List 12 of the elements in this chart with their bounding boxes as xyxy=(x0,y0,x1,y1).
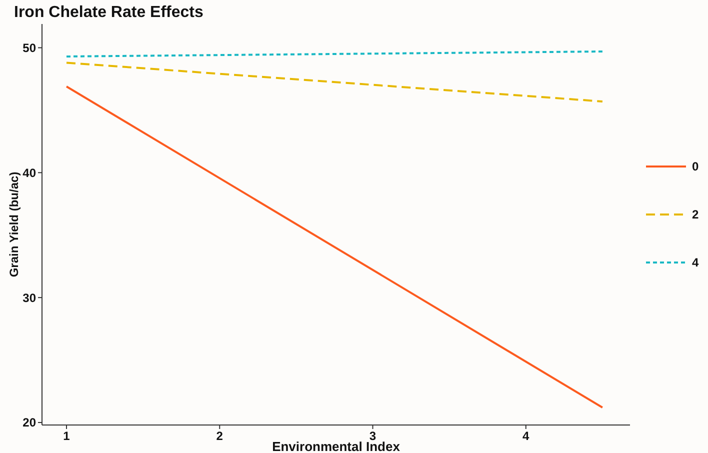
legend-label: 4 xyxy=(692,256,699,270)
y-tick-label: 50 xyxy=(22,40,36,55)
x-tick-label: 1 xyxy=(63,429,70,443)
x-tick-label: 2 xyxy=(216,429,224,443)
x-tick-label: 4 xyxy=(522,429,530,443)
legend-label: 2 xyxy=(692,208,699,222)
legend-label: 0 xyxy=(692,160,699,174)
y-tick-label: 30 xyxy=(22,290,36,305)
y-tick-label: 40 xyxy=(22,166,36,180)
chart-title: Iron Chelate Rate Effects xyxy=(14,4,204,21)
y-axis-title: Grain Yield (bu/ac) xyxy=(7,172,21,278)
y-tick-label: 20 xyxy=(22,416,36,430)
